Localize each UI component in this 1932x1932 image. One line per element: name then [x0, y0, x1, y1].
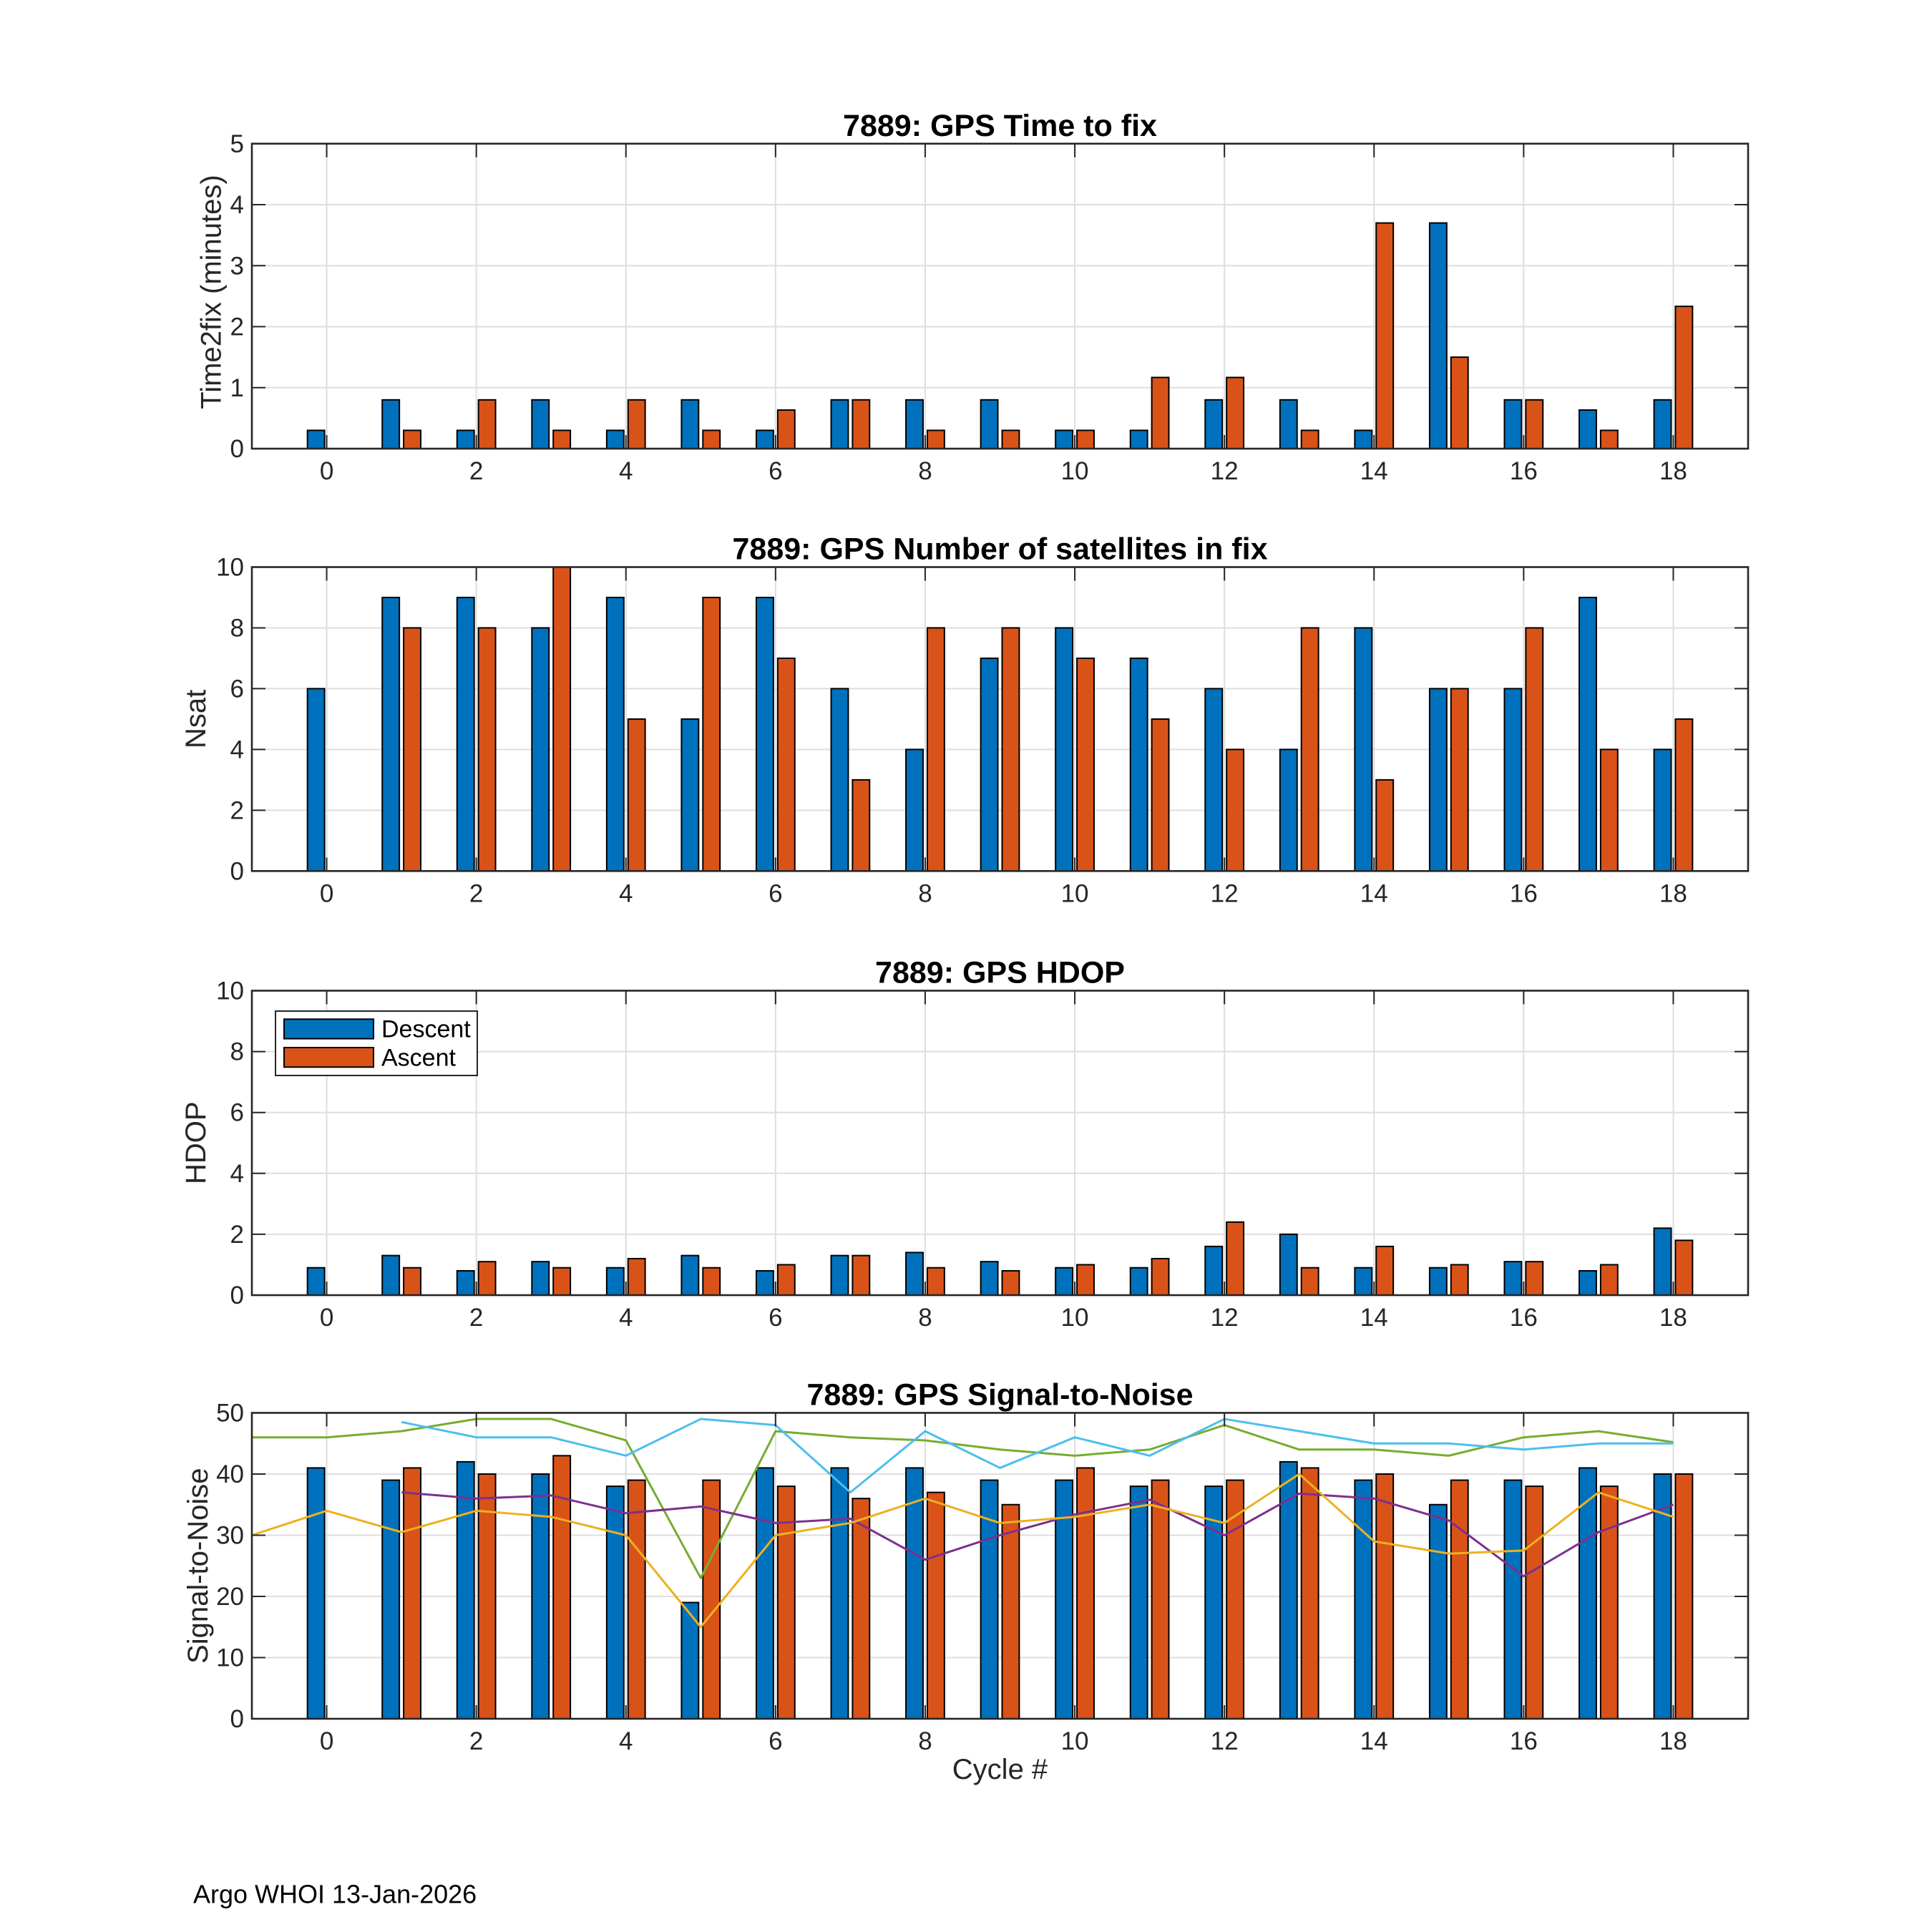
- svg-text:6: 6: [769, 1304, 782, 1332]
- svg-text:5: 5: [230, 130, 244, 158]
- svg-text:16: 16: [1510, 457, 1538, 485]
- svg-text:10: 10: [1061, 1727, 1089, 1755]
- svg-text:0: 0: [230, 1705, 244, 1733]
- svg-text:0: 0: [320, 1727, 333, 1755]
- svg-text:2: 2: [230, 313, 244, 341]
- svg-text:0: 0: [320, 879, 333, 907]
- svg-text:4: 4: [230, 736, 244, 763]
- svg-text:7889: GPS Signal-to-Noise: 7889: GPS Signal-to-Noise: [806, 1378, 1193, 1413]
- svg-text:10: 10: [216, 554, 244, 582]
- svg-text:6: 6: [230, 675, 244, 703]
- svg-text:10: 10: [216, 1644, 244, 1672]
- svg-text:18: 18: [1659, 1304, 1687, 1332]
- svg-text:4: 4: [619, 1727, 633, 1755]
- svg-text:2: 2: [469, 1727, 483, 1755]
- svg-text:14: 14: [1360, 1304, 1388, 1332]
- svg-text:16: 16: [1510, 1304, 1538, 1332]
- svg-text:4: 4: [619, 879, 633, 907]
- svg-text:8: 8: [918, 457, 932, 485]
- svg-text:50: 50: [216, 1400, 244, 1428]
- svg-text:HDOP: HDOP: [180, 1101, 212, 1184]
- svg-text:Argo WHOI 13-Jan-2026: Argo WHOI 13-Jan-2026: [193, 1880, 477, 1909]
- svg-text:0: 0: [230, 857, 244, 885]
- svg-text:Descent: Descent: [381, 1016, 471, 1043]
- svg-text:7889: GPS HDOP: 7889: GPS HDOP: [875, 956, 1125, 990]
- svg-text:2: 2: [469, 457, 483, 485]
- svg-text:40: 40: [216, 1460, 244, 1488]
- svg-text:Nsat: Nsat: [180, 690, 212, 748]
- svg-text:14: 14: [1360, 457, 1388, 485]
- svg-text:2: 2: [469, 1304, 483, 1332]
- svg-text:8: 8: [918, 1304, 932, 1332]
- svg-text:14: 14: [1360, 879, 1388, 907]
- svg-text:20: 20: [216, 1583, 244, 1611]
- svg-text:8: 8: [918, 1727, 932, 1755]
- svg-text:12: 12: [1211, 879, 1239, 907]
- svg-text:Time2fix (minutes): Time2fix (minutes): [196, 175, 228, 409]
- svg-text:10: 10: [216, 977, 244, 1005]
- svg-text:8: 8: [230, 615, 244, 643]
- svg-text:6: 6: [769, 1727, 782, 1755]
- svg-text:30: 30: [216, 1522, 244, 1550]
- svg-text:10: 10: [1061, 879, 1089, 907]
- svg-text:12: 12: [1211, 1304, 1239, 1332]
- svg-text:4: 4: [230, 1160, 244, 1188]
- svg-text:6: 6: [769, 879, 782, 907]
- svg-text:2: 2: [469, 879, 483, 907]
- svg-text:14: 14: [1360, 1727, 1388, 1755]
- svg-text:0: 0: [320, 1304, 333, 1332]
- svg-text:3: 3: [230, 252, 244, 280]
- svg-text:Ascent: Ascent: [381, 1044, 456, 1071]
- svg-text:12: 12: [1211, 457, 1239, 485]
- svg-text:1: 1: [230, 374, 244, 402]
- svg-text:16: 16: [1510, 1727, 1538, 1755]
- svg-text:2: 2: [230, 1221, 244, 1249]
- svg-text:0: 0: [230, 435, 244, 463]
- svg-text:4: 4: [619, 1304, 633, 1332]
- svg-text:8: 8: [918, 879, 932, 907]
- svg-text:18: 18: [1659, 1727, 1687, 1755]
- svg-text:2: 2: [230, 796, 244, 824]
- svg-text:18: 18: [1659, 457, 1687, 485]
- svg-text:7889: GPS Number of satellites: 7889: GPS Number of satellites in fix: [733, 532, 1268, 567]
- svg-text:10: 10: [1061, 1304, 1089, 1332]
- svg-text:7889: GPS Time to fix: 7889: GPS Time to fix: [843, 109, 1157, 143]
- svg-text:0: 0: [320, 457, 333, 485]
- svg-text:6: 6: [230, 1099, 244, 1127]
- svg-text:18: 18: [1659, 879, 1687, 907]
- svg-text:4: 4: [230, 191, 244, 219]
- svg-text:16: 16: [1510, 879, 1538, 907]
- svg-text:10: 10: [1061, 457, 1089, 485]
- svg-text:0: 0: [230, 1282, 244, 1309]
- svg-text:8: 8: [230, 1038, 244, 1066]
- svg-text:4: 4: [619, 457, 633, 485]
- svg-text:12: 12: [1211, 1727, 1239, 1755]
- svg-text:Signal-to-Noise: Signal-to-Noise: [182, 1468, 214, 1664]
- svg-text:Cycle #: Cycle #: [952, 1754, 1048, 1785]
- svg-text:6: 6: [769, 457, 782, 485]
